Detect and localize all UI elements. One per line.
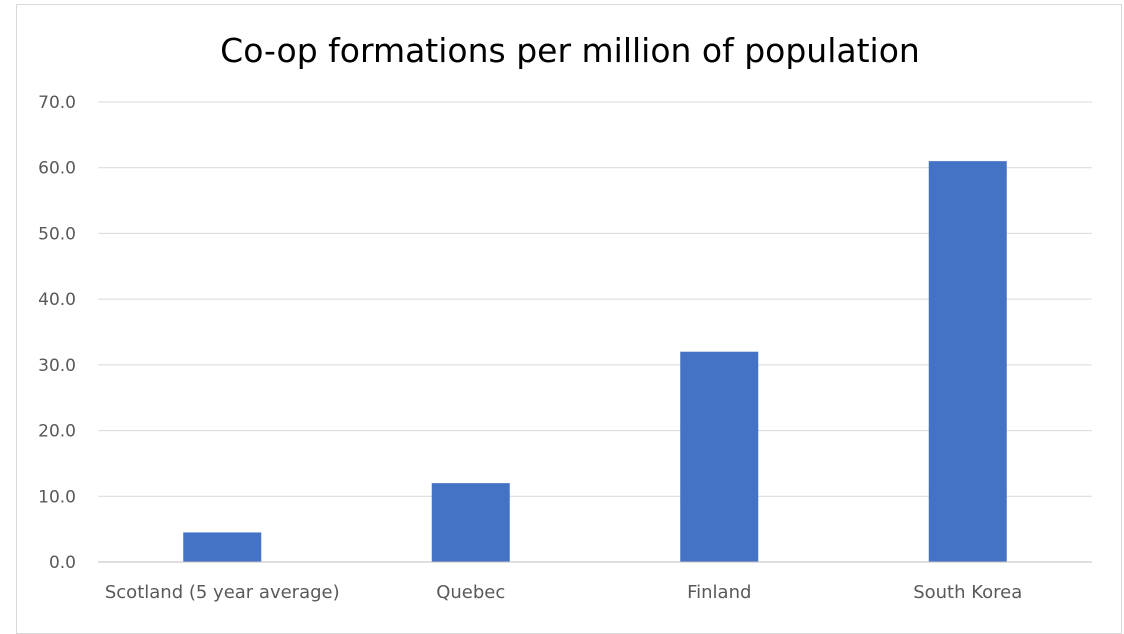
- y-tick-label: 10.0: [38, 487, 76, 507]
- gridlines: [98, 101, 1092, 497]
- y-axis-tick-labels: 0.0 10.0 20.0 30.0 40.0 50.0 60.0 70.0: [38, 93, 76, 573]
- bar: [928, 161, 1007, 562]
- bar: [183, 532, 262, 562]
- bar-chart: Co-op formations per million of populati…: [38, 31, 1092, 603]
- y-tick-label: 20.0: [38, 422, 76, 442]
- y-tick-label: 50.0: [38, 224, 76, 244]
- bar: [431, 483, 510, 562]
- x-category-label: Quebec: [436, 582, 505, 603]
- x-axis-category-labels: Scotland (5 year average) Quebec Finland So…: [105, 582, 1022, 603]
- y-tick-label: 70.0: [38, 93, 76, 113]
- chart-title: Co-op formations per million of populati…: [220, 31, 920, 70]
- y-tick-label: 60.0: [38, 159, 76, 179]
- x-category-label: South Korea: [913, 582, 1022, 603]
- x-category-label: Scotland (5 year average): [105, 582, 340, 603]
- y-tick-label: 0.0: [49, 553, 76, 573]
- bars: [183, 161, 1007, 562]
- y-tick-label: 40.0: [38, 290, 76, 310]
- x-category-label: Finland: [687, 582, 751, 603]
- bar: [680, 351, 759, 562]
- y-tick-label: 30.0: [38, 356, 76, 376]
